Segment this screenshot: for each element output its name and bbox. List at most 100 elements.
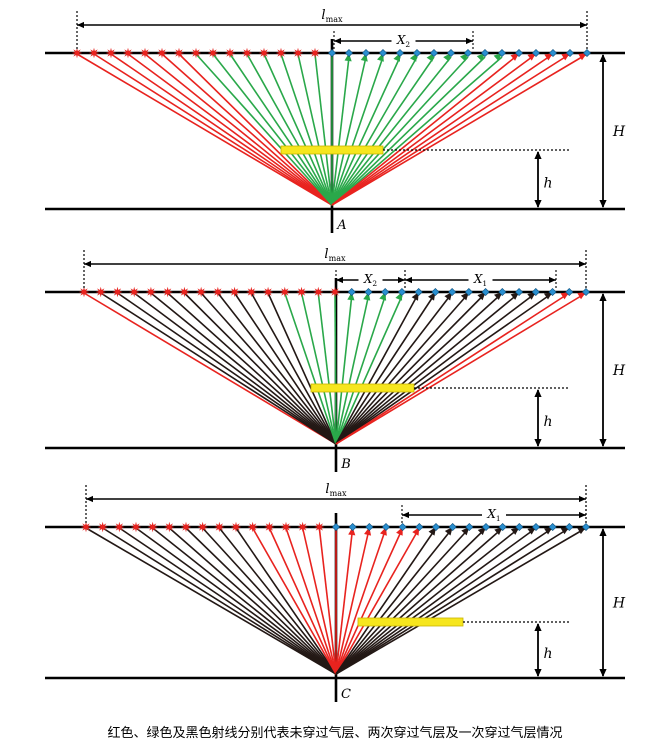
- ray: [331, 56, 435, 206]
- shot-star-marker: [156, 47, 168, 59]
- receiver-diamond-marker: [348, 522, 357, 532]
- ray: [335, 527, 421, 675]
- shot-star-marker: [314, 521, 325, 533]
- receiver-diamond-marker: [398, 522, 407, 532]
- lmax-dimension-head-left: [86, 495, 93, 503]
- H-arrow-up: [599, 528, 607, 536]
- shot-star-marker: [258, 47, 270, 59]
- ray: [233, 292, 337, 445]
- shot-star-marker: [207, 47, 219, 59]
- h-label: h: [543, 176, 552, 192]
- gas-layer: [280, 145, 384, 155]
- shot-star-marker: [262, 286, 274, 298]
- interval-label-bg: [482, 506, 506, 520]
- lmax-label: lmax: [324, 247, 346, 263]
- gas-layer: [357, 617, 464, 627]
- H-label: H: [612, 363, 626, 379]
- receiver-diamond-marker: [331, 522, 341, 532]
- ray-arrowhead: [493, 53, 502, 62]
- ray-arrowhead: [477, 527, 486, 536]
- shot-star-marker: [162, 286, 173, 298]
- lmax-label: lmax: [325, 482, 347, 498]
- ray: [200, 292, 337, 445]
- ray-arrowhead: [444, 527, 453, 536]
- shot-star-marker: [313, 286, 324, 298]
- ray: [331, 56, 350, 206]
- interval-dimension-head-right: [398, 276, 405, 284]
- shot-star-marker: [97, 521, 108, 533]
- shot-star-marker: [246, 286, 257, 298]
- h-arrow-down: [534, 669, 542, 677]
- receiver-diamond-marker: [395, 48, 405, 58]
- ray: [335, 527, 587, 675]
- receiver-diamond-marker: [381, 522, 391, 532]
- receiver-diamond-marker: [431, 522, 441, 532]
- ray: [93, 53, 333, 206]
- ray: [335, 295, 370, 445]
- interval-label: X1: [473, 272, 487, 288]
- shot-star-marker: [212, 286, 224, 298]
- shot-star-marker: [78, 286, 90, 298]
- ray: [335, 527, 504, 675]
- receiver-diamond-marker: [414, 287, 423, 297]
- h-arrow-up: [534, 623, 542, 631]
- receiver-diamond-marker: [347, 287, 356, 297]
- ray-arrowhead: [443, 53, 451, 62]
- ray: [331, 56, 384, 206]
- source-label: C: [341, 687, 351, 702]
- ray: [250, 292, 337, 445]
- ray-arrowhead: [461, 527, 470, 536]
- ray-arrowhead: [459, 53, 468, 62]
- ray: [335, 292, 470, 445]
- shot-star-marker: [195, 286, 207, 298]
- ray-arrowhead: [527, 292, 536, 300]
- lmax-dimension-head-right: [580, 21, 587, 29]
- receiver-diamond-marker: [531, 48, 541, 58]
- ray: [217, 292, 337, 445]
- ray: [195, 53, 333, 206]
- h-label: h: [543, 646, 552, 662]
- ray: [267, 292, 337, 445]
- ray-arrowhead: [510, 292, 520, 300]
- ray: [135, 527, 337, 675]
- ray: [246, 53, 333, 206]
- ray: [314, 53, 333, 206]
- ray: [331, 56, 452, 206]
- ray: [118, 527, 337, 675]
- shot-star-marker: [139, 47, 151, 59]
- ray: [133, 292, 337, 445]
- ray-arrowhead: [543, 292, 553, 300]
- receiver-diamond-marker: [548, 48, 558, 58]
- ray: [185, 527, 337, 675]
- receiver-diamond-marker: [415, 522, 424, 532]
- ray: [335, 527, 570, 675]
- ray: [284, 292, 337, 445]
- shot-star-marker: [241, 47, 253, 59]
- ray: [300, 292, 337, 445]
- ray: [117, 292, 337, 445]
- shot-star-marker: [297, 521, 308, 533]
- h-arrow-down: [534, 200, 542, 208]
- ray: [144, 53, 333, 206]
- ray: [331, 56, 367, 206]
- receiver-diamond-marker: [365, 522, 374, 532]
- receiver-diamond-marker: [448, 522, 457, 532]
- receiver-diamond-marker: [431, 287, 440, 297]
- shot-star-marker: [147, 521, 158, 533]
- shot-star-marker: [179, 286, 190, 298]
- interval-dimension-head-left: [334, 37, 341, 45]
- receiver-diamond-marker: [515, 287, 524, 297]
- ray: [331, 53, 554, 206]
- interval-dimension-head-right: [466, 37, 473, 45]
- ray-arrowhead: [344, 53, 352, 62]
- ray-arrowhead: [476, 53, 485, 62]
- ray: [335, 527, 554, 675]
- receiver-diamond-marker: [344, 48, 354, 58]
- receiver-diamond-marker: [412, 48, 422, 58]
- ray: [212, 53, 333, 206]
- ray: [218, 527, 337, 675]
- shot-star-marker: [114, 521, 125, 533]
- receiver-diamond-marker: [548, 287, 557, 297]
- ray-arrowhead: [527, 53, 536, 61]
